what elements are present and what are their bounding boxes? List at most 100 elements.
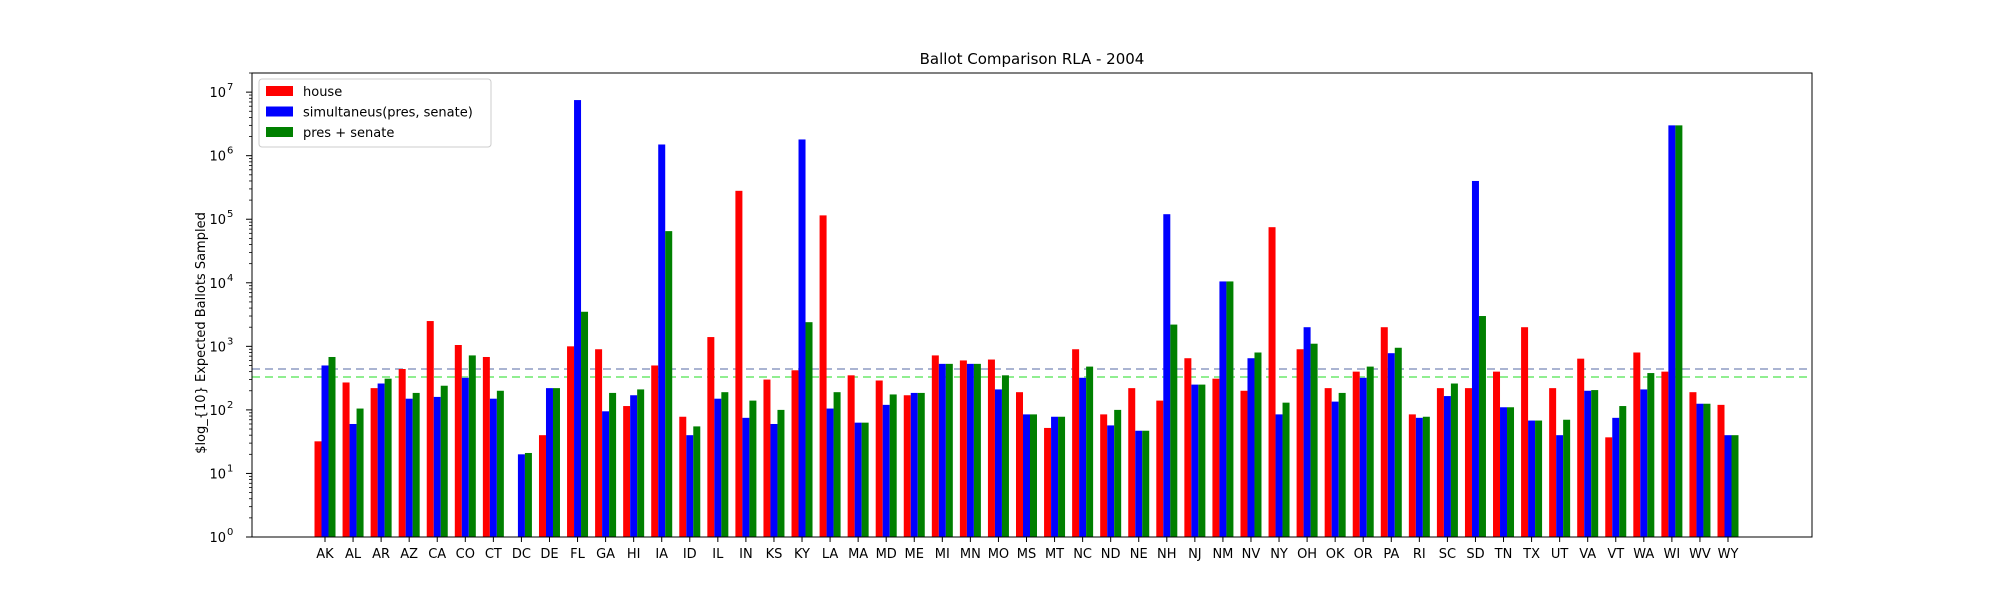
- y-tick-label: 10: [209, 213, 226, 228]
- bar-pres-ne: [1142, 430, 1150, 537]
- bar-house-tx: [1521, 327, 1529, 537]
- bar-pres-ok: [1338, 392, 1346, 537]
- x-tick-label: NM: [1212, 547, 1233, 562]
- bar-pres-nj: [1198, 384, 1206, 537]
- x-tick-label: UT: [1551, 547, 1569, 562]
- x-tick-label: ME: [905, 547, 924, 562]
- bar-pres-ma: [861, 422, 869, 537]
- bar-simultaneus-or: [1359, 377, 1367, 537]
- bar-simultaneus-ks: [770, 423, 778, 537]
- bar-house-ut: [1549, 388, 1557, 537]
- x-tick-label: MA: [848, 547, 868, 562]
- bar-house-co: [454, 345, 462, 537]
- bar-simultaneus-mt: [1051, 416, 1059, 537]
- bar-house-vt: [1605, 437, 1613, 537]
- bar-house-mi: [931, 355, 939, 537]
- bar-pres-ct: [496, 390, 504, 537]
- bar-simultaneus-dc: [517, 454, 525, 537]
- bar-house-al: [342, 382, 350, 537]
- x-tick-label: CA: [428, 547, 446, 562]
- bar-pres-ks: [777, 409, 785, 537]
- y-tick-label: 10: [209, 531, 226, 546]
- bar-simultaneus-ca: [433, 396, 441, 537]
- x-tick-label: AR: [372, 547, 390, 562]
- bar-house-fl: [567, 346, 575, 537]
- bar-simultaneus-ga: [602, 411, 610, 537]
- bar-house-sd: [1464, 388, 1472, 537]
- bar-simultaneus-la: [826, 408, 834, 537]
- bar-house-ky: [791, 370, 799, 537]
- x-tick-label: NJ: [1188, 547, 1202, 562]
- x-tick-label: KY: [794, 547, 810, 562]
- bar-house-ar: [370, 388, 378, 537]
- x-tick-label: WY: [1718, 547, 1739, 562]
- bar-house-hi: [623, 406, 631, 537]
- y-tick-exponent: 2: [227, 400, 233, 411]
- bar-house-wv: [1689, 392, 1697, 537]
- bar-simultaneus-ut: [1556, 435, 1564, 537]
- bar-simultaneus-mn: [966, 363, 974, 537]
- x-tick-label: MD: [876, 547, 897, 562]
- bar-pres-id: [693, 426, 701, 537]
- bar-pres-sd: [1478, 316, 1486, 537]
- bar-pres-pa: [1394, 347, 1402, 537]
- x-tick-label: TX: [1522, 547, 1540, 562]
- bar-house-va: [1577, 358, 1585, 537]
- bar-house-mn: [959, 360, 967, 537]
- bar-house-ma: [847, 375, 855, 537]
- bar-pres-nv: [1254, 352, 1262, 537]
- bar-pres-sc: [1450, 383, 1458, 537]
- bar-house-il: [707, 337, 715, 537]
- bar-simultaneus-va: [1584, 390, 1592, 537]
- bar-pres-ar: [384, 378, 392, 537]
- bar-house-or: [1352, 371, 1360, 537]
- x-tick-label: ID: [683, 547, 697, 562]
- legend-box: [258, 78, 492, 148]
- bar-pres-wa: [1647, 373, 1655, 537]
- bar-simultaneus-il: [714, 398, 722, 537]
- bar-simultaneus-de: [545, 388, 553, 537]
- bar-simultaneus-tn: [1500, 407, 1508, 537]
- x-tick-label: IN: [739, 547, 753, 562]
- bar-house-nd: [1100, 414, 1108, 537]
- bar-simultaneus-nd: [1107, 425, 1115, 537]
- legend-swatch: [266, 106, 293, 117]
- bar-simultaneus-nj: [1191, 384, 1199, 537]
- x-tick-label: LA: [822, 547, 839, 562]
- bar-pres-ia: [665, 231, 673, 537]
- x-tick-label: AK: [316, 547, 334, 562]
- bar-house-ks: [763, 379, 771, 537]
- bar-simultaneus-az: [405, 398, 413, 537]
- bar-house-mt: [1044, 427, 1052, 537]
- bar-simultaneus-ne: [1135, 430, 1143, 537]
- bar-house-ok: [1324, 388, 1332, 537]
- x-tick-label: KS: [766, 547, 783, 562]
- x-tick-label: ND: [1101, 547, 1121, 562]
- y-tick-label: 10: [209, 150, 226, 165]
- bar-simultaneus-ny: [1275, 414, 1283, 537]
- legend-label: pres + senate: [303, 126, 394, 141]
- x-tick-label: VA: [1579, 547, 1596, 562]
- bar-pres-ny: [1282, 402, 1290, 537]
- y-tick-exponent: 6: [227, 146, 233, 157]
- bar-simultaneus-sc: [1443, 396, 1451, 537]
- y-tick-exponent: 7: [227, 82, 233, 93]
- bar-simultaneus-nc: [1079, 377, 1087, 537]
- bar-pres-ga: [609, 392, 617, 537]
- bar-pres-mi: [945, 363, 953, 537]
- bars-group: [314, 100, 1739, 538]
- y-tick-exponent: 3: [227, 336, 233, 347]
- x-tick-label: FL: [570, 547, 585, 562]
- y-tick-label: 10: [209, 404, 226, 419]
- x-tick-label: RI: [1413, 547, 1426, 562]
- x-tick-label: HI: [627, 547, 641, 562]
- x-tick-label: MS: [1017, 547, 1036, 562]
- bar-house-oh: [1296, 349, 1304, 537]
- bar-house-me: [903, 395, 911, 537]
- x-tick-label: MI: [935, 547, 950, 562]
- bar-pres-al: [356, 408, 364, 537]
- bar-pres-hi: [637, 389, 645, 537]
- y-tick-label: 10: [209, 86, 226, 101]
- bar-simultaneus-oh: [1303, 327, 1311, 537]
- bar-simultaneus-md: [882, 404, 890, 537]
